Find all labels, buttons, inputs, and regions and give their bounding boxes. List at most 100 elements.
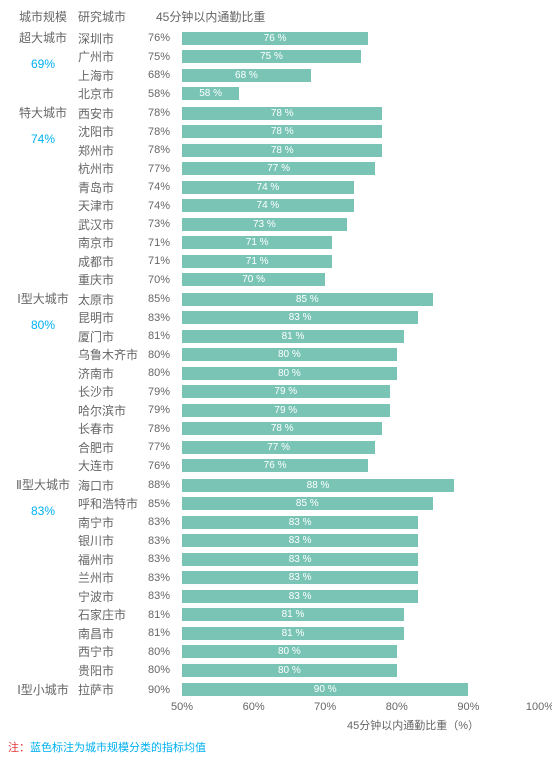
table-row: 太原市85%85 % (78, 290, 540, 309)
table-row: 北京市58%58 % (78, 85, 540, 104)
percent-label: 74% (148, 200, 182, 212)
percent-label: 78% (148, 107, 182, 119)
bar-track: 70 % (182, 271, 540, 290)
percent-label: 88% (148, 479, 182, 491)
percent-label: 71% (148, 255, 182, 267)
city-name: 长春市 (78, 420, 148, 437)
table-row: 哈尔滨市79%79 % (78, 401, 540, 420)
table-row: 深圳市76%76 % (78, 29, 540, 48)
bar-track: 75 % (182, 48, 540, 67)
scale-label: Ⅰ型大城市 (8, 290, 78, 308)
percent-label: 58% (148, 88, 182, 100)
table-row: 宁波市83%83 % (78, 587, 540, 606)
percent-label: 83% (148, 590, 182, 602)
table-row: 西安市78%78 % (78, 104, 540, 123)
bar: 85 % (182, 497, 433, 510)
scale-group: 超大城市69%深圳市76%76 %广州市75%75 %上海市68%68 %北京市… (8, 29, 540, 103)
bar-track: 71 % (182, 252, 540, 271)
bar-track: 77 % (182, 160, 540, 179)
city-name: 昆明市 (78, 309, 148, 326)
table-row: 银川市83%83 % (78, 532, 540, 551)
scale-average: 80% (8, 316, 78, 334)
table-header: 城市规模 研究城市 45分钟以内通勤比重 (8, 8, 540, 25)
table-row: 长沙市79%79 % (78, 383, 540, 402)
city-name: 哈尔滨市 (78, 402, 148, 419)
table-row: 西宁市80%80 % (78, 643, 540, 662)
percent-label: 76% (148, 32, 182, 44)
bar-track: 74 % (182, 197, 540, 216)
percent-label: 83% (148, 535, 182, 547)
city-name: 青岛市 (78, 179, 148, 196)
city-name: 南京市 (78, 234, 148, 251)
city-name: 郑州市 (78, 142, 148, 159)
bar: 79 % (182, 385, 390, 398)
percent-label: 83% (148, 553, 182, 565)
bar: 68 % (182, 69, 311, 82)
percent-label: 79% (148, 386, 182, 398)
city-name: 杭州市 (78, 160, 148, 177)
table-row: 合肥市77%77 % (78, 438, 540, 457)
bar-track: 81 % (182, 624, 540, 643)
table-row: 兰州市83%83 % (78, 569, 540, 588)
city-name: 贵阳市 (78, 662, 148, 679)
bar: 77 % (182, 441, 375, 454)
bar-track: 78 % (182, 123, 540, 142)
table-row: 郑州市78%78 % (78, 141, 540, 160)
percent-label: 85% (148, 293, 182, 305)
city-name: 天津市 (78, 197, 148, 214)
bar-track: 88 % (182, 476, 540, 495)
table-row: 济南市80%80 % (78, 364, 540, 383)
city-name: 广州市 (78, 48, 148, 65)
city-name: 西安市 (78, 105, 148, 122)
bar: 83 % (182, 534, 418, 547)
city-name: 南昌市 (78, 625, 148, 642)
bar: 75 % (182, 50, 361, 63)
footnote-prefix: 注： (8, 742, 30, 754)
city-name: 上海市 (78, 67, 148, 84)
city-name: 成都市 (78, 253, 148, 270)
city-name: 兰州市 (78, 569, 148, 586)
percent-label: 78% (148, 423, 182, 435)
bar-track: 80 % (182, 661, 540, 680)
table-row: 南京市71%71 % (78, 234, 540, 253)
percent-label: 71% (148, 237, 182, 249)
bar-track: 74 % (182, 178, 540, 197)
table-row: 上海市68%68 % (78, 66, 540, 85)
table-row: 重庆市70%70 % (78, 271, 540, 290)
bar: 80 % (182, 348, 397, 361)
table-row: 厦门市81%81 % (78, 327, 540, 346)
bar: 80 % (182, 645, 397, 658)
bar-track: 83 % (182, 550, 540, 569)
table-row: 贵阳市80%80 % (78, 661, 540, 680)
percent-label: 70% (148, 274, 182, 286)
header-city: 研究城市 (78, 8, 148, 25)
footnote-text: 蓝色标注为城市规模分类的指标均值 (30, 742, 206, 754)
bar: 80 % (182, 367, 397, 380)
bar: 78 % (182, 125, 382, 138)
x-tick: 80% (386, 701, 408, 713)
percent-label: 75% (148, 51, 182, 63)
percent-label: 73% (148, 218, 182, 230)
table-row: 大连市76%76 % (78, 457, 540, 476)
percent-label: 77% (148, 441, 182, 453)
percent-label: 83% (148, 312, 182, 324)
table-row: 拉萨市90%90 % (78, 681, 540, 700)
bar-track: 76 % (182, 29, 540, 48)
bar-track: 68 % (182, 66, 540, 85)
percent-label: 68% (148, 69, 182, 81)
city-name: 沈阳市 (78, 123, 148, 140)
bar-track: 79 % (182, 401, 540, 420)
bar-track: 81 % (182, 327, 540, 346)
table-row: 南宁市83%83 % (78, 513, 540, 532)
percent-label: 85% (148, 498, 182, 510)
table-row: 福州市83%83 % (78, 550, 540, 569)
percent-label: 81% (148, 627, 182, 639)
scale-label: Ⅰ型小城市 (8, 681, 78, 699)
bar: 71 % (182, 255, 332, 268)
percent-label: 78% (148, 126, 182, 138)
percent-label: 74% (148, 181, 182, 193)
percent-label: 79% (148, 404, 182, 416)
bar: 77 % (182, 162, 375, 175)
x-tick: 50% (171, 701, 193, 713)
percent-label: 81% (148, 330, 182, 342)
